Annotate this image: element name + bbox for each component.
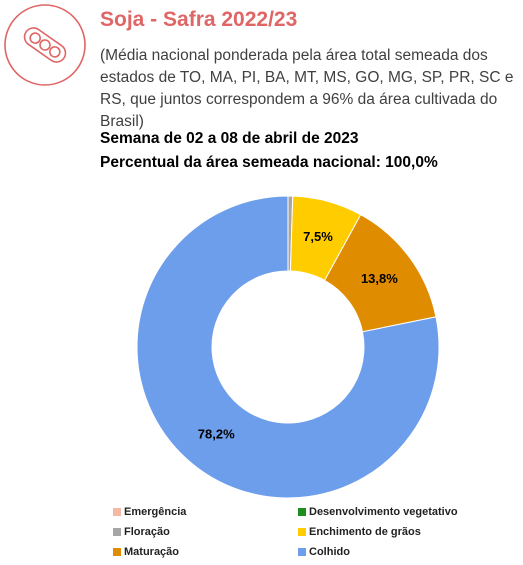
data-label: 7,5% (303, 229, 333, 244)
slice (136, 195, 440, 499)
legend-label: Colhido (309, 546, 350, 558)
legend-swatch (298, 528, 306, 536)
title: Soja - Safra 2022/23 (100, 8, 298, 31)
legend-swatch (298, 548, 306, 556)
legend-swatch (298, 508, 306, 516)
legend-label: Desenvolvimento vegetativo (309, 506, 458, 518)
legend-label: Enchimento de grãos (309, 526, 421, 538)
week: Semana de 02 a 08 de abril de 2023 (100, 130, 359, 147)
legend-swatch (113, 528, 121, 536)
icon (4, 4, 86, 86)
area-share: Percentual da área semeada nacional: 100… (100, 154, 438, 171)
subtitle: (Média nacional ponderada pela área tota… (100, 47, 514, 130)
data-label: 78,2% (198, 426, 235, 441)
legend-swatch (113, 508, 121, 516)
legend-label: Floração (124, 526, 170, 538)
data-label: 13,8% (361, 271, 398, 286)
legend-label: Emergência (124, 506, 187, 518)
legend-swatch (113, 548, 121, 556)
legend-label: Maturação (124, 546, 179, 558)
